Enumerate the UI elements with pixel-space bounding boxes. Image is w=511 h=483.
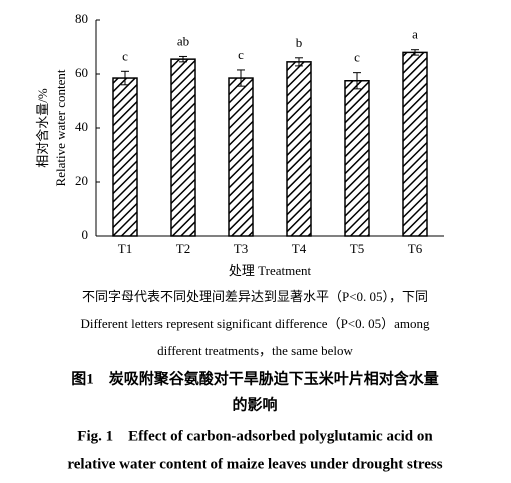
y-tick-label: 20 [75, 173, 88, 188]
x-tick-label: T3 [234, 241, 248, 256]
significance-label: c [354, 50, 360, 65]
bar [344, 80, 370, 237]
x-tick-label: T1 [118, 241, 132, 256]
note: different treatments，the same below [157, 343, 353, 358]
x-tick-label: T6 [408, 241, 423, 256]
note: 不同字母代表不同处理间差异达到显著水平（P<0. 05），下同 [82, 289, 428, 304]
x-tick-label: T4 [292, 241, 307, 256]
y-tick-label: 60 [75, 65, 88, 80]
significance-label: a [412, 27, 418, 42]
x-label: 处理 Treatment [229, 263, 312, 278]
y-label: Relative water content [53, 69, 68, 186]
y-tick-label: 0 [82, 227, 89, 242]
y-tick-label: 80 [75, 11, 88, 26]
bar [170, 58, 196, 237]
caption: 图1 炭吸附聚谷氨酸对干旱胁迫下玉米叶片相对含水量 [71, 369, 439, 387]
significance-label: b [296, 35, 303, 50]
caption: 的影响 [232, 395, 277, 413]
x-tick-label: T5 [350, 241, 364, 256]
y-label: 相对含水量/% [35, 88, 50, 168]
y-tick-label: 40 [75, 119, 88, 134]
bar [286, 61, 312, 237]
caption: relative water content of maize leaves u… [67, 456, 442, 472]
x-tick-label: T2 [176, 241, 190, 256]
note: Different letters represent significant … [80, 316, 430, 331]
significance-label: c [238, 47, 244, 62]
significance-label: ab [177, 33, 189, 48]
bar [228, 77, 254, 237]
caption: Fig. 1 Effect of carbon-adsorbed polyglu… [77, 428, 433, 444]
bar [112, 77, 138, 237]
significance-label: c [122, 48, 128, 63]
bar [402, 51, 428, 237]
